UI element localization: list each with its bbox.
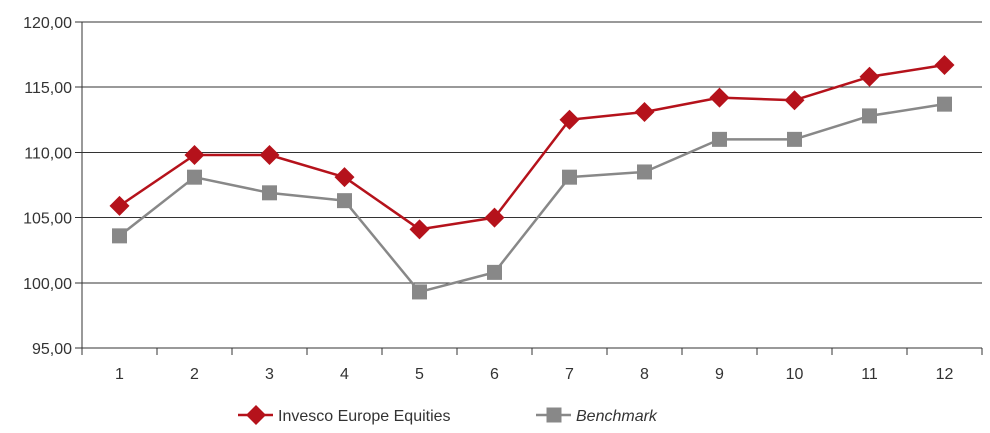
data-point: [112, 228, 127, 244]
x-tick-label: 3: [265, 366, 274, 383]
data-point: [484, 207, 505, 228]
y-tick-label: 110,00: [24, 145, 72, 162]
x-tick-label: 9: [715, 366, 724, 383]
x-tick-label: 5: [415, 366, 424, 383]
data-point: [634, 101, 655, 122]
data-point: [412, 284, 427, 300]
data-point: [862, 108, 877, 124]
series-group: [109, 55, 955, 300]
legend-item: Invesco Europe Equities: [238, 405, 451, 425]
data-point: [709, 87, 730, 108]
data-point: [559, 109, 580, 130]
data-point: [637, 164, 652, 180]
legend-label: Invesco Europe Equities: [278, 408, 451, 425]
data-point: [934, 55, 955, 76]
x-tick-label: 8: [640, 366, 649, 383]
x-tick-label: 1: [115, 366, 124, 383]
legend-item: Benchmark: [536, 407, 658, 425]
x-tick-label: 10: [786, 366, 804, 383]
data-point: [712, 131, 727, 147]
data-point: [187, 169, 202, 185]
data-point: [562, 169, 577, 185]
data-point: [334, 167, 355, 188]
data-point: [262, 185, 277, 201]
data-point: [784, 90, 805, 111]
y-tick-label: 105,00: [23, 211, 72, 228]
series-line: [118, 102, 945, 294]
x-tick-label: 7: [565, 366, 574, 383]
x-tick-label: 4: [340, 366, 349, 383]
gridlines: [82, 21, 982, 284]
data-point: [787, 131, 802, 147]
series-benchmark: [112, 96, 952, 300]
y-tick-label: 100,00: [23, 276, 72, 293]
legend-marker: [246, 405, 266, 425]
data-point: [259, 145, 280, 166]
series-line: [118, 63, 945, 231]
legend-label: Benchmark: [576, 408, 658, 425]
data-point: [337, 193, 352, 209]
data-point: [109, 195, 130, 216]
x-tick-label: 6: [490, 366, 499, 383]
legend: Invesco Europe Equities Benchmark: [238, 405, 658, 425]
y-tick-label: 95,00: [32, 341, 72, 358]
x-tick-label: 2: [190, 366, 199, 383]
x-tick-label: 11: [861, 366, 878, 383]
data-point: [184, 145, 205, 166]
y-tick-label: 120,00: [23, 15, 72, 32]
data-point: [409, 219, 430, 240]
data-point: [859, 66, 880, 87]
data-point: [937, 96, 952, 112]
series-invesco-europe-equities: [109, 55, 955, 240]
legend-marker: [546, 407, 562, 423]
data-point: [487, 264, 502, 280]
y-tick-label: 115,00: [24, 80, 72, 97]
x-tick-label: 12: [936, 366, 954, 383]
